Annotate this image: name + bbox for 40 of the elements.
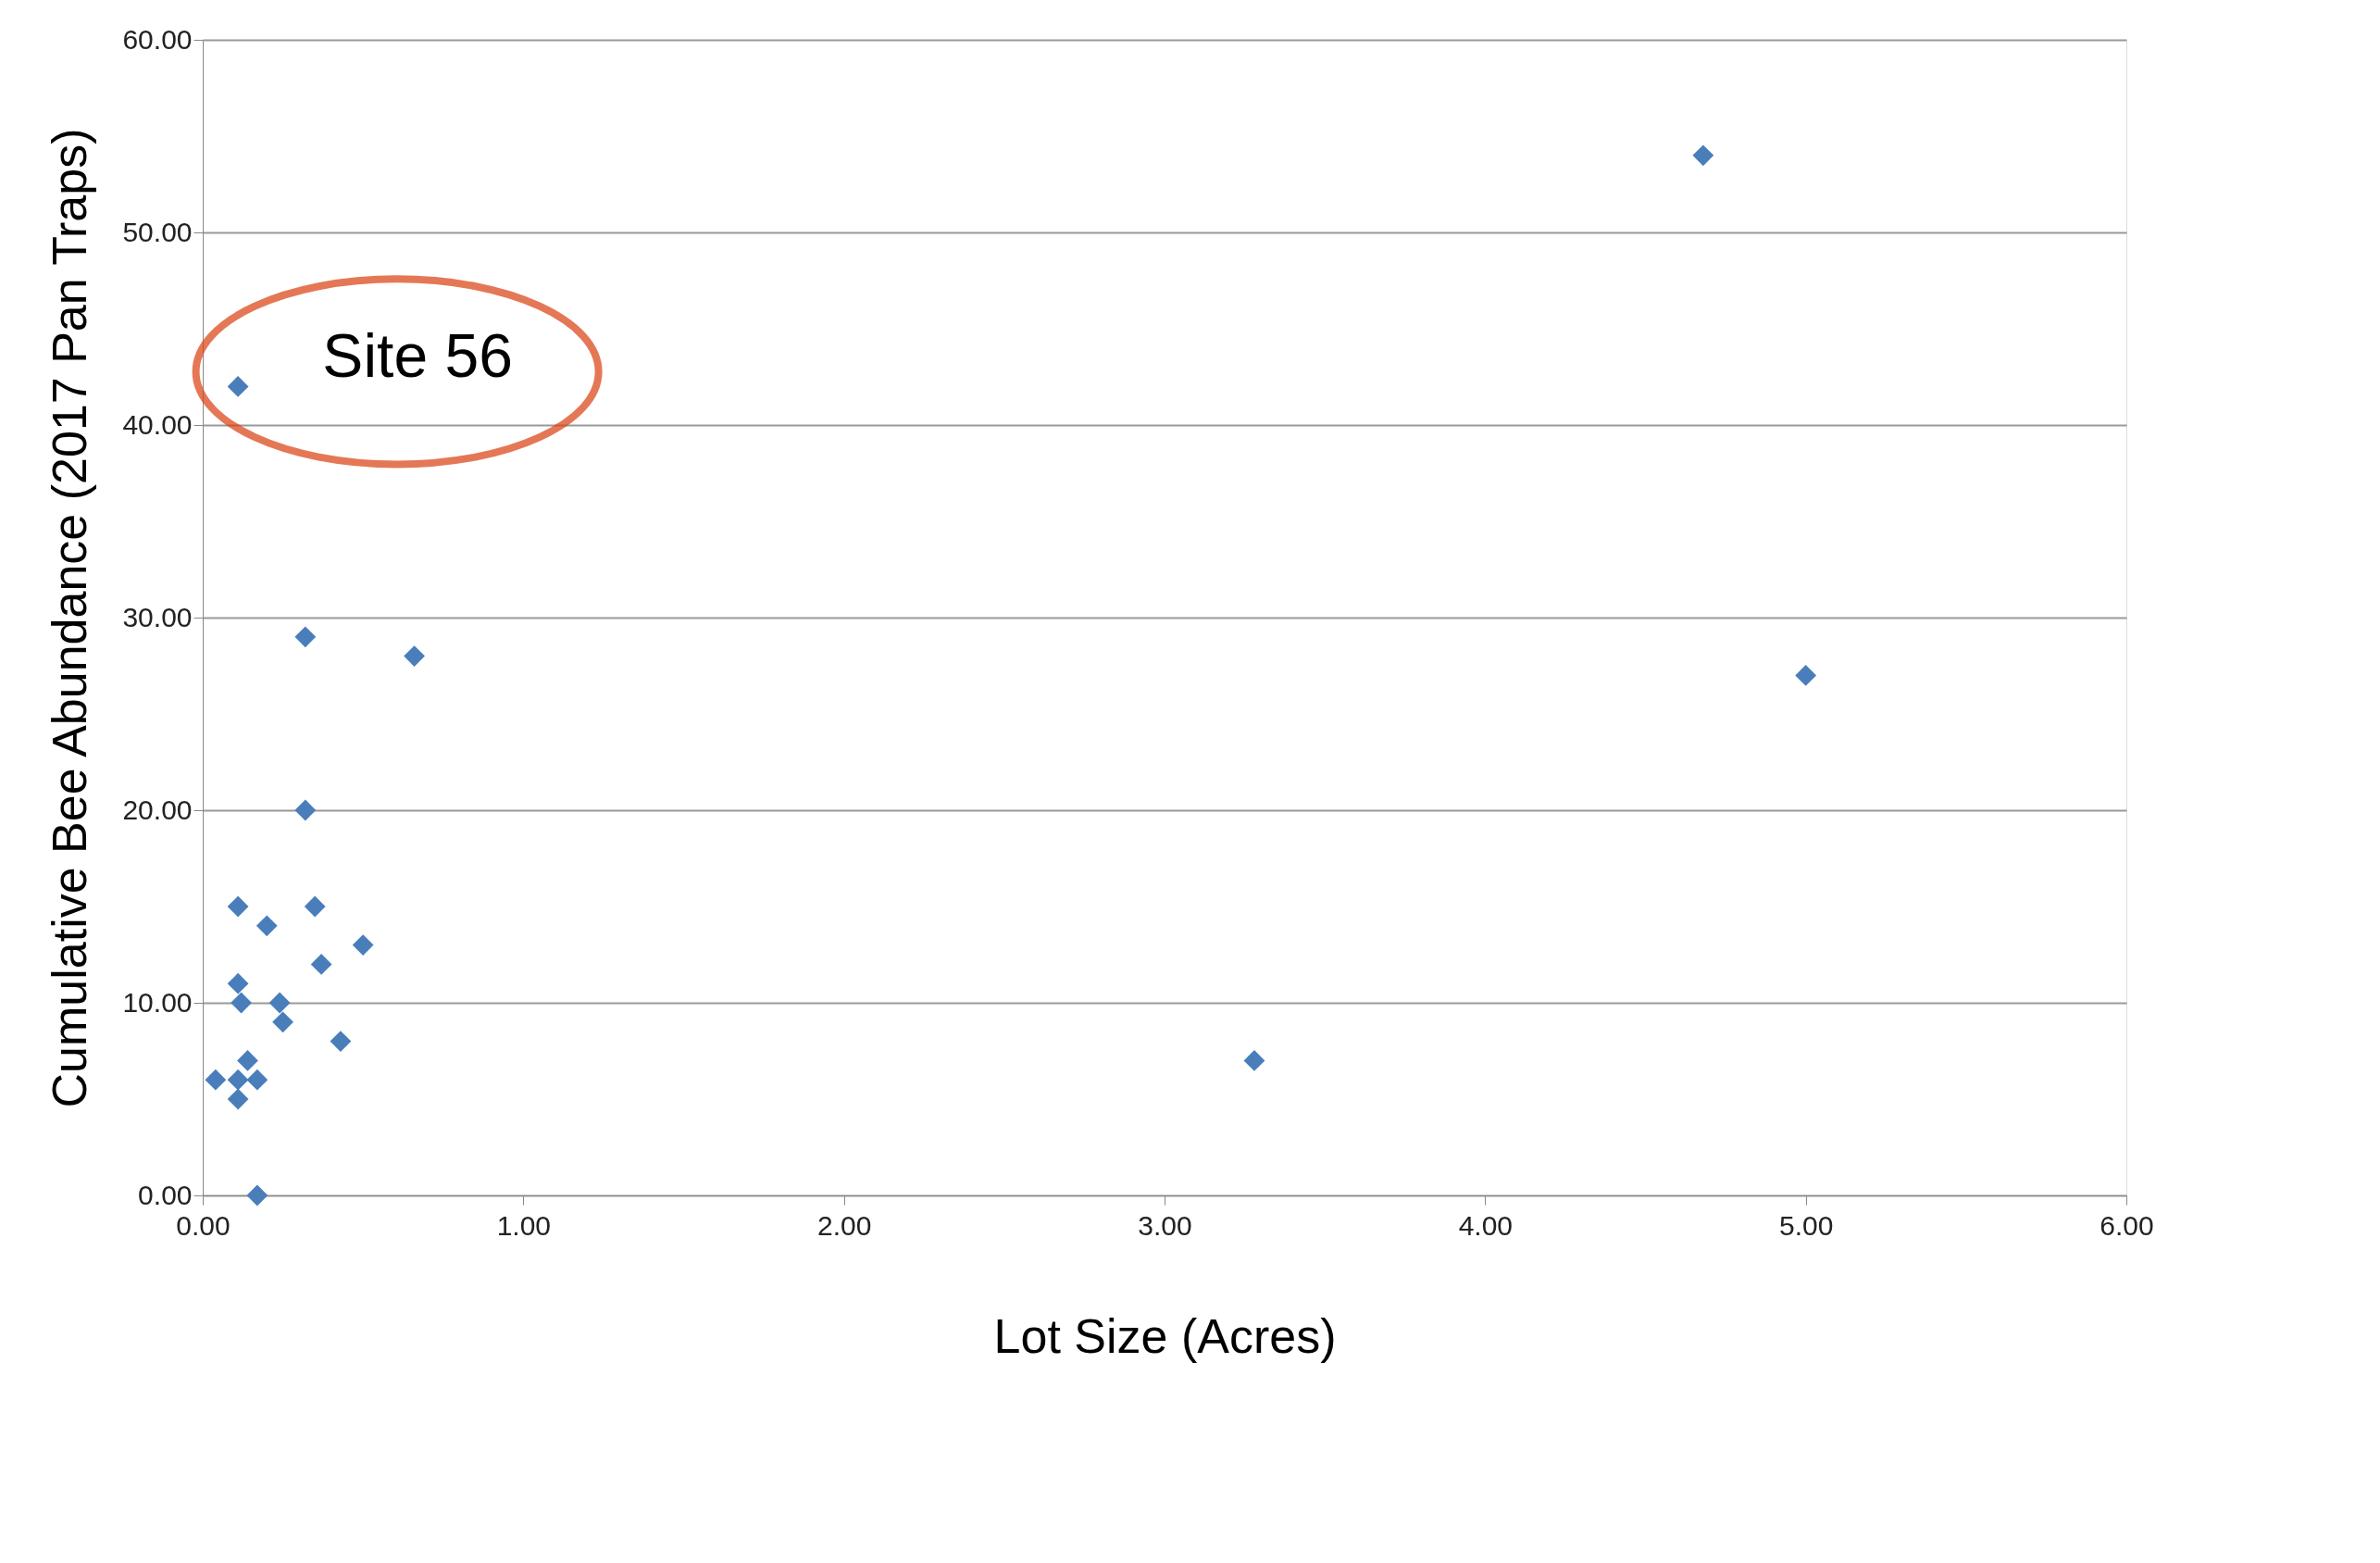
y-axis-title: Cumulative Bee Abundance (2017 Pan Traps) [43, 128, 97, 1108]
y-tick-label: 20.00 [122, 794, 193, 825]
point [310, 954, 332, 975]
y-tick-label: 60.00 [122, 23, 193, 55]
x-tick-label: 1.00 [496, 1209, 552, 1241]
point [268, 992, 291, 1014]
point [227, 895, 249, 918]
x-tick-label: 2.00 [816, 1209, 872, 1241]
point [1692, 144, 1714, 167]
x-tick-label: 5.00 [1778, 1209, 1834, 1241]
x-tick-label: 0.00 [176, 1209, 231, 1241]
point [352, 934, 374, 956]
y-tick-label: 0.00 [138, 1179, 193, 1210]
point [272, 1011, 293, 1033]
point [231, 992, 252, 1014]
annotation: Site 56 [322, 321, 513, 391]
point [227, 972, 249, 994]
point [294, 626, 317, 648]
point [404, 645, 425, 667]
point [237, 1050, 258, 1071]
point [246, 1069, 268, 1091]
point [255, 915, 278, 937]
point [330, 1031, 352, 1052]
y-tick-label: 30.00 [122, 601, 193, 632]
point [227, 1069, 249, 1091]
point [246, 1184, 268, 1207]
point [1243, 1050, 1265, 1071]
point [1795, 665, 1817, 686]
point [205, 1069, 227, 1091]
x-tick-label: 4.00 [1458, 1209, 1514, 1241]
point [294, 799, 317, 821]
point [227, 1088, 249, 1110]
x-axis-title: Lot Size (Acres) [993, 1308, 1337, 1363]
x-tick-label: 6.00 [2100, 1209, 2154, 1241]
y-tick-label: 50.00 [122, 216, 193, 247]
y-tick-label: 40.00 [122, 408, 193, 440]
y-tick-label: 10.00 [122, 986, 193, 1018]
x-tick-label: 3.00 [1138, 1209, 1192, 1241]
point [304, 895, 326, 918]
point [227, 376, 249, 397]
